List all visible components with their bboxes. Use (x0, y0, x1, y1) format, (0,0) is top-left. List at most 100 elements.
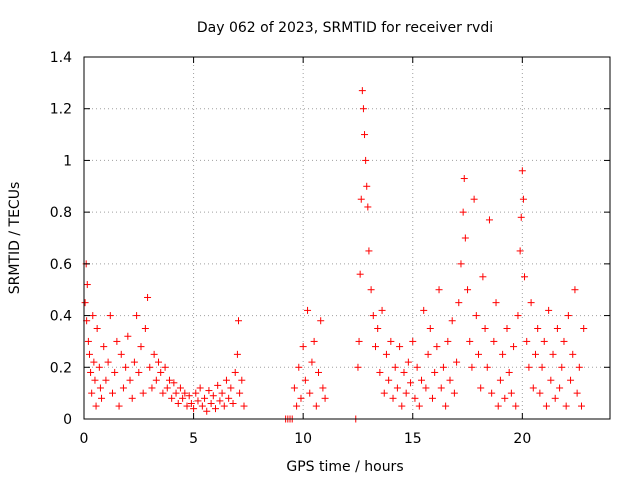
data-point (521, 273, 529, 281)
data-point (428, 394, 436, 402)
x-tick-label: 5 (189, 431, 198, 447)
data-point (464, 286, 472, 294)
data-point (148, 384, 156, 392)
x-tick-label: 15 (404, 431, 422, 447)
data-point (238, 376, 246, 384)
data-point (104, 358, 112, 366)
data-point (450, 389, 458, 397)
data-point (510, 343, 518, 351)
data-point (126, 376, 134, 384)
data-point (290, 384, 298, 392)
data-point (470, 195, 478, 203)
data-point (192, 389, 200, 397)
data-point (161, 363, 169, 371)
data-point (485, 216, 493, 224)
data-point (124, 332, 132, 340)
data-point (209, 392, 217, 400)
data-point (529, 384, 537, 392)
data-point (536, 389, 544, 397)
data-point (146, 363, 154, 371)
data-point (83, 281, 91, 289)
data-point (564, 312, 572, 320)
data-point (185, 392, 193, 400)
data-point (231, 368, 239, 376)
data-point (367, 286, 375, 294)
data-point (380, 389, 388, 397)
data-point (378, 306, 386, 314)
data-point (122, 363, 130, 371)
data-point (216, 397, 224, 405)
data-point (437, 384, 445, 392)
data-point (233, 350, 241, 358)
x-tick-label: 20 (513, 431, 531, 447)
data-point (168, 394, 176, 402)
data-point (364, 203, 372, 211)
data-point (490, 337, 498, 345)
data-point (468, 363, 476, 371)
data-point (130, 358, 138, 366)
data-point (531, 350, 539, 358)
data-point (365, 247, 373, 255)
data-point (163, 384, 171, 392)
data-point (479, 273, 487, 281)
data-point (141, 325, 149, 332)
data-point (144, 293, 152, 301)
data-point (496, 376, 504, 384)
data-point (560, 337, 568, 345)
data-point (415, 402, 423, 410)
data-point (218, 389, 226, 397)
y-tick-label: 0.6 (50, 257, 72, 273)
data-point (505, 368, 513, 376)
data-point (321, 394, 329, 402)
data-point (362, 156, 370, 164)
data-point (159, 389, 167, 397)
data-point (172, 389, 180, 397)
data-point (317, 317, 325, 325)
data-point (152, 376, 160, 384)
data-point (516, 247, 524, 255)
data-point (229, 399, 237, 407)
data-point (400, 368, 408, 376)
data-point (139, 389, 147, 397)
data-point (558, 363, 566, 371)
data-point (426, 325, 434, 332)
data-point (455, 299, 463, 307)
y-tick-labels: 0 0.2 0.4 0.6 0.8 1 1.2 1.4 (50, 50, 72, 428)
data-point (407, 379, 415, 387)
data-point (420, 306, 428, 314)
data-point (363, 182, 371, 190)
x-tick-label: 10 (294, 431, 312, 447)
data-point (115, 402, 123, 410)
data-point (475, 350, 482, 358)
data-point (95, 363, 103, 371)
data-point (433, 343, 441, 351)
grid-lines (84, 57, 610, 419)
data-point (361, 131, 369, 139)
data-point (567, 376, 575, 384)
data-point (556, 384, 564, 392)
axis-ticks (83, 56, 610, 420)
data-point (547, 376, 555, 384)
data-point (431, 368, 439, 376)
data-point (157, 368, 165, 376)
data-point (187, 399, 195, 407)
data-point (409, 337, 417, 345)
y-axis-label: SRMTID / TECUs (7, 182, 23, 295)
y-tick-label: 1 (63, 153, 72, 169)
data-point (466, 337, 474, 345)
data-point (359, 105, 367, 113)
data-point (98, 394, 106, 402)
data-point (312, 402, 320, 410)
data-point (181, 389, 189, 397)
data-point (439, 363, 447, 371)
data-point (170, 379, 178, 387)
y-tick-label: 0.4 (50, 309, 72, 325)
data-point (301, 376, 309, 384)
data-point (483, 363, 491, 371)
data-point (369, 312, 377, 320)
data-point (542, 402, 550, 410)
data-point (499, 350, 507, 358)
data-point (133, 312, 141, 320)
data-point (319, 384, 327, 392)
x-axis-label: GPS time / hours (286, 459, 403, 475)
